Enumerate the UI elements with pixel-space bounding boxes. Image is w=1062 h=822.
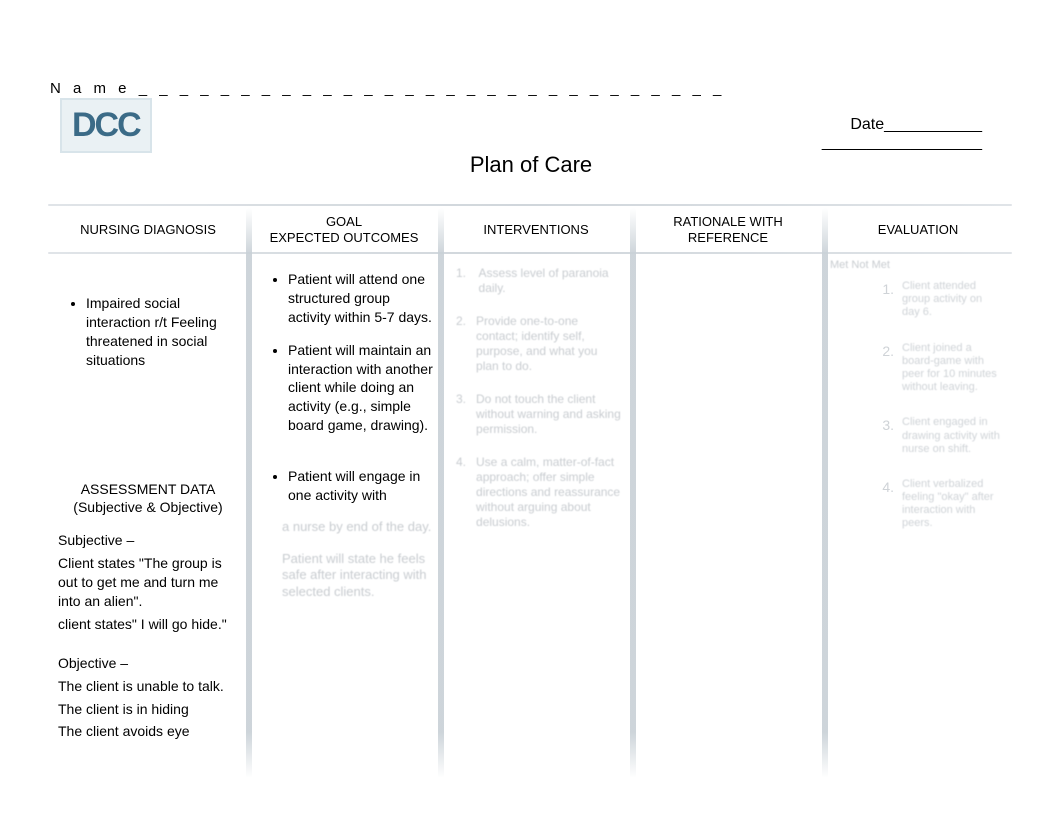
goal-3: Patient will engage in one activity with	[288, 467, 434, 505]
col-header-goal: GOAL EXPECTED OUTCOMES	[248, 208, 440, 252]
cell-interventions: 1.Assess level of paranoia daily. 2.Prov…	[440, 258, 632, 798]
evaluation-3: 3.Client engaged in drawing activity wit…	[834, 416, 1002, 456]
evaluation-3-text: Client engaged in drawing activity with …	[902, 416, 1002, 456]
date-line-1: ___________	[884, 116, 982, 133]
col-header-goal-l1: GOAL	[326, 214, 362, 230]
assessment-header-l1: ASSESSMENT DATA	[81, 481, 216, 497]
objective-3: The client avoids eye	[58, 722, 238, 741]
cell-rationale	[632, 258, 824, 798]
date-label: Date	[850, 116, 884, 133]
intervention-4-text: Use a calm, matter-of-fact approach; off…	[476, 455, 622, 530]
evaluation-2-text: Client joined a board-game with peer for…	[902, 342, 1002, 395]
table-body: Impaired social interaction r/t Feeling …	[48, 258, 1012, 798]
evaluation-2: 2.Client joined a board-game with peer f…	[834, 342, 1002, 395]
evaluation-1: 1.Client attended group activity on day …	[834, 280, 1002, 320]
subjective-1: Client states "The group is out to get m…	[58, 554, 238, 611]
header-rule-top	[48, 204, 1012, 206]
goal-4-faded: Patient will state he feels safe after i…	[282, 551, 434, 600]
intervention-2-text: Provide one-to-one contact; identify sel…	[476, 314, 622, 374]
col-header-diagnosis: NURSING DIAGNOSIS	[48, 208, 248, 252]
care-plan-page: N a m e _ _ _ _ _ _ _ _ _ _ _ _ _ _ _ _ …	[0, 0, 1062, 822]
cell-goals: Patient will attend one structured group…	[248, 258, 440, 798]
header-rule-bottom	[48, 252, 1012, 254]
objective-label: Objective –	[58, 654, 238, 673]
col-header-rationale-l1: RATIONALE WITH	[673, 214, 783, 230]
diagnosis-bullet: Impaired social interaction r/t Feeling …	[86, 294, 238, 370]
assessment-header-l2: (Subjective & Objective)	[73, 499, 222, 515]
col-header-evaluation: EVALUATION	[824, 208, 1012, 252]
goal-1: Patient will attend one structured group…	[288, 270, 434, 327]
intervention-3: 3.Do not touch the client without warnin…	[456, 392, 622, 437]
col-header-goal-l2: EXPECTED OUTCOMES	[270, 230, 419, 246]
name-field-line: N a m e _ _ _ _ _ _ _ _ _ _ _ _ _ _ _ _ …	[50, 80, 725, 97]
subjective-2: client states" I will go hide."	[58, 615, 238, 634]
logo-box: DCC	[60, 98, 152, 153]
intervention-2: 2.Provide one-to-one contact; identify s…	[456, 314, 622, 374]
goal-2: Patient will maintain an interaction wit…	[288, 341, 434, 435]
col-header-rationale-l2: REFERENCE	[688, 230, 768, 246]
intervention-3-text: Do not touch the client without warning …	[476, 392, 622, 437]
col-header-interventions: INTERVENTIONS	[440, 208, 632, 252]
name-label: N a m e	[50, 80, 131, 97]
date-line-2: __________________	[822, 134, 982, 151]
intervention-1: 1.Assess level of paranoia daily.	[456, 266, 622, 296]
cell-evaluation: Met Not Met 1.Client attended group acti…	[824, 258, 1012, 798]
evaluation-4-text: Client verbalized feeling "okay" after i…	[902, 478, 1002, 531]
assessment-header: ASSESSMENT DATA (Subjective & Objective)	[58, 480, 238, 518]
intervention-4: 4.Use a calm, matter-of-fact approach; o…	[456, 455, 622, 530]
subjective-label: Subjective –	[58, 531, 238, 550]
logo-text: DCC	[72, 106, 140, 145]
date-block: Date___________ __________________	[822, 116, 982, 152]
intervention-1-text: Assess level of paranoia daily.	[479, 266, 622, 296]
goal-3-visible: Patient will engage in one activity with	[288, 468, 420, 503]
col-header-rationale: RATIONALE WITH REFERENCE	[632, 208, 824, 252]
objective-2: The client is in hiding	[58, 700, 238, 719]
objective-1: The client is unable to talk.	[58, 677, 238, 696]
cell-diagnosis: Impaired social interaction r/t Feeling …	[48, 258, 248, 798]
column-headers: NURSING DIAGNOSIS GOAL EXPECTED OUTCOMES…	[48, 208, 1012, 252]
goal-3-faded: a nurse by end of the day.	[282, 519, 434, 535]
evaluation-met-label: Met Not Met	[830, 258, 890, 273]
evaluation-4: 4.Client verbalized feeling "okay" after…	[834, 478, 1002, 531]
evaluation-1-text: Client attended group activity on day 6.	[902, 280, 1002, 320]
page-title: Plan of Care	[0, 152, 1062, 178]
name-blanks: _ _ _ _ _ _ _ _ _ _ _ _ _ _ _ _ _ _ _ _ …	[139, 80, 726, 97]
